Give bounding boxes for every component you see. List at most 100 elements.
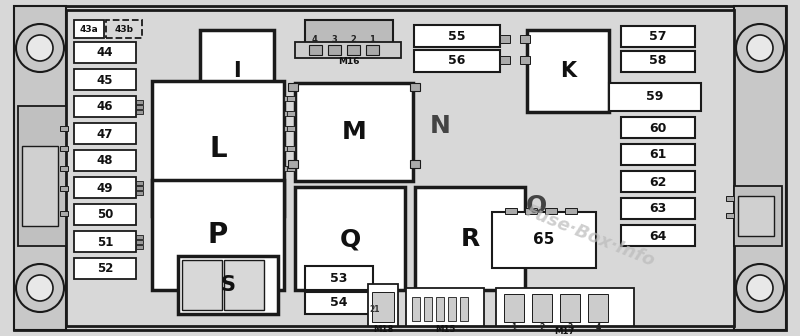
Bar [368, 284, 398, 326]
Circle shape [736, 24, 784, 72]
Text: 1: 1 [511, 323, 517, 332]
Bar [436, 297, 444, 321]
Bar [520, 35, 530, 43]
Bar [200, 30, 274, 112]
Bar [527, 30, 609, 112]
Bar [372, 292, 394, 322]
Bar [74, 231, 136, 252]
Bar [460, 297, 468, 321]
Bar [182, 260, 222, 310]
Bar [726, 213, 734, 218]
Text: Q: Q [339, 227, 361, 251]
Circle shape [736, 264, 784, 312]
Text: R: R [460, 227, 480, 251]
Text: 65: 65 [534, 233, 554, 248]
Bar [74, 258, 136, 279]
Text: 60: 60 [650, 122, 666, 134]
Bar [295, 187, 405, 290]
Circle shape [16, 24, 64, 72]
Bar [726, 196, 734, 201]
Bar [136, 186, 143, 190]
Bar [295, 42, 401, 58]
Text: 2: 2 [539, 323, 545, 332]
Text: 59: 59 [646, 90, 664, 103]
Circle shape [747, 275, 773, 301]
Bar [565, 208, 577, 214]
Bar [136, 245, 143, 249]
Bar [288, 83, 298, 91]
Bar [588, 294, 608, 322]
Bar [412, 297, 420, 321]
Text: 3: 3 [331, 36, 337, 44]
Bar [415, 187, 525, 290]
Text: 58: 58 [650, 54, 666, 68]
Text: 48: 48 [97, 155, 114, 168]
Bar [738, 196, 774, 236]
Bar [295, 83, 413, 181]
Text: 50: 50 [97, 209, 113, 221]
Bar [532, 294, 552, 322]
Bar [152, 180, 284, 290]
Bar [178, 256, 278, 314]
Text: L: L [209, 135, 227, 163]
Bar [284, 146, 292, 151]
Text: 52: 52 [97, 262, 113, 276]
Bar [621, 26, 695, 47]
Bar [74, 42, 136, 63]
Bar [505, 208, 517, 214]
Bar [734, 186, 782, 246]
Text: 51: 51 [97, 236, 113, 249]
Bar [136, 240, 143, 244]
Bar [424, 297, 432, 321]
Text: K: K [560, 61, 576, 81]
Text: 56: 56 [448, 54, 466, 68]
Text: 61: 61 [650, 149, 666, 162]
Bar [328, 45, 341, 55]
Bar [309, 45, 322, 55]
Circle shape [16, 264, 64, 312]
Bar [366, 45, 379, 55]
Bar [136, 235, 143, 239]
Bar [284, 166, 292, 171]
Text: M17: M17 [554, 327, 575, 336]
Text: 55: 55 [448, 30, 466, 42]
Bar [621, 198, 695, 219]
Text: 21: 21 [370, 305, 380, 314]
Bar [621, 144, 695, 165]
Bar [560, 294, 580, 322]
Bar [406, 288, 484, 326]
Bar [284, 126, 292, 131]
Bar [621, 117, 695, 138]
Bar [545, 208, 557, 214]
Bar [287, 166, 295, 171]
Bar [305, 20, 393, 46]
Bar [284, 111, 292, 116]
Bar [500, 56, 510, 64]
Circle shape [27, 275, 53, 301]
Text: 62: 62 [650, 175, 666, 188]
Bar [410, 83, 420, 91]
Bar [60, 126, 68, 131]
Text: 64: 64 [650, 229, 666, 243]
Text: 2: 2 [350, 36, 356, 44]
Bar [621, 51, 695, 72]
Bar [734, 6, 786, 330]
Bar [496, 288, 634, 326]
Bar [284, 96, 292, 101]
Circle shape [747, 35, 773, 61]
Bar [414, 25, 500, 47]
Text: Fuse·Box·Info: Fuse·Box·Info [522, 202, 658, 270]
Text: 47: 47 [97, 127, 113, 140]
Bar [492, 212, 596, 268]
Text: I: I [233, 61, 241, 81]
Bar [287, 146, 295, 151]
Text: 1: 1 [369, 36, 375, 44]
Bar [14, 6, 66, 330]
Text: O: O [526, 194, 546, 218]
Text: P: P [208, 221, 228, 249]
Bar [60, 186, 68, 191]
Bar [520, 56, 530, 64]
Bar [66, 10, 734, 326]
Bar [287, 126, 295, 131]
Bar [525, 208, 537, 214]
